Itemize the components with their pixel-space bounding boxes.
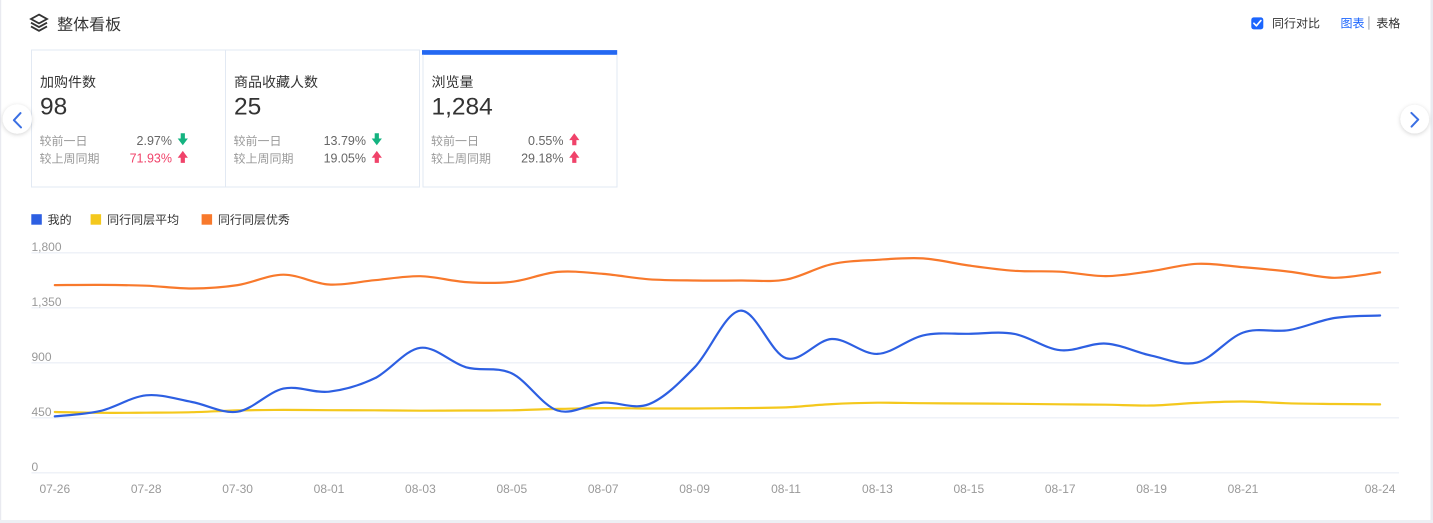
svg-text:07-30: 07-30 <box>222 482 253 496</box>
svg-text:08-11: 08-11 <box>771 482 801 496</box>
svg-text:29.18%: 29.18% <box>521 152 563 166</box>
svg-text:08-07: 08-07 <box>588 482 619 496</box>
svg-text:450: 450 <box>32 405 52 419</box>
svg-text:2.97%: 2.97% <box>137 134 172 148</box>
svg-text:71.93%: 71.93% <box>130 152 172 166</box>
svg-text:07-26: 07-26 <box>39 482 70 496</box>
svg-text:08-09: 08-09 <box>679 482 710 496</box>
svg-text:08-19: 08-19 <box>1136 482 1167 496</box>
svg-text:13.79%: 13.79% <box>324 134 366 148</box>
svg-text:0: 0 <box>32 460 39 474</box>
svg-text:08-24: 08-24 <box>1365 482 1396 496</box>
svg-text:08-15: 08-15 <box>953 482 984 496</box>
svg-text:08-17: 08-17 <box>1045 482 1076 496</box>
svg-text:08-21: 08-21 <box>1228 482 1259 496</box>
svg-text:0.55%: 0.55% <box>528 134 563 148</box>
svg-text:08-03: 08-03 <box>405 482 436 496</box>
svg-text:1,284: 1,284 <box>432 94 493 121</box>
svg-text:25: 25 <box>234 94 261 121</box>
svg-text:1,800: 1,800 <box>32 240 62 254</box>
svg-text:98: 98 <box>40 94 67 121</box>
svg-text:900: 900 <box>32 350 52 364</box>
svg-text:08-13: 08-13 <box>862 482 893 496</box>
svg-text:19.05%: 19.05% <box>324 152 366 166</box>
svg-text:07-28: 07-28 <box>131 482 162 496</box>
svg-text:08-01: 08-01 <box>314 482 345 496</box>
svg-text:1,350: 1,350 <box>32 295 62 309</box>
svg-text:08-05: 08-05 <box>496 482 527 496</box>
